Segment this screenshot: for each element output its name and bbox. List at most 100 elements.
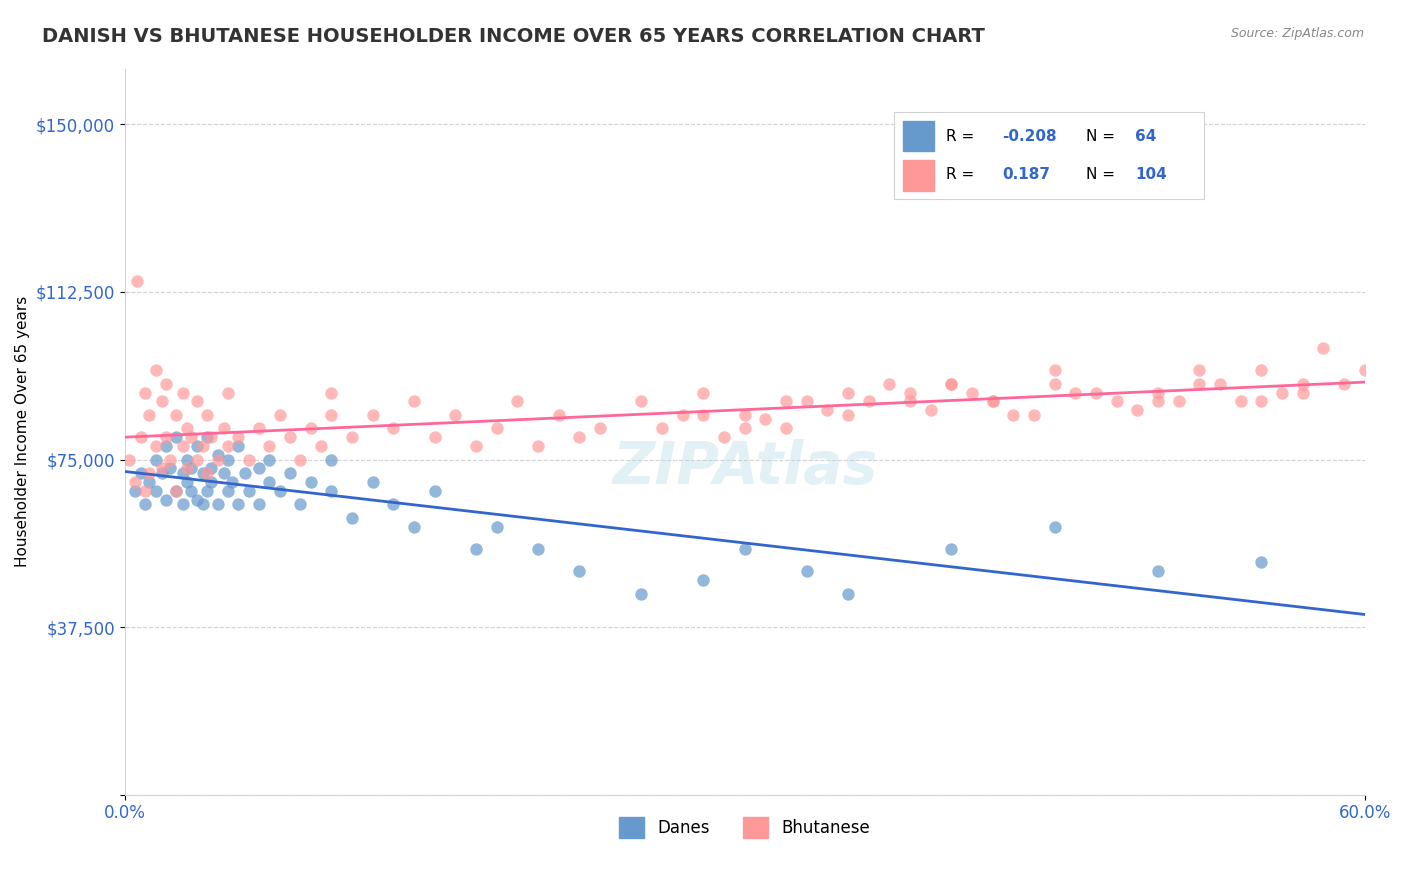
Point xyxy=(1167,394,1189,409)
Text: ZIPAtlas: ZIPAtlas xyxy=(612,440,877,497)
Point xyxy=(775,421,797,435)
Point xyxy=(145,483,167,498)
Point xyxy=(217,483,239,498)
Point xyxy=(124,483,146,498)
Point xyxy=(155,376,177,391)
Point xyxy=(138,408,160,422)
Point xyxy=(145,363,167,377)
Point xyxy=(269,483,291,498)
Point xyxy=(692,385,714,400)
Point xyxy=(186,452,208,467)
Point xyxy=(465,439,488,453)
Point xyxy=(713,430,735,444)
Point xyxy=(692,408,714,422)
Point xyxy=(247,421,270,435)
Point xyxy=(165,408,187,422)
Point xyxy=(858,394,880,409)
Point xyxy=(444,408,467,422)
Point xyxy=(159,461,181,475)
Point xyxy=(134,497,156,511)
Point xyxy=(269,408,291,422)
Point xyxy=(1354,363,1376,377)
Point xyxy=(207,452,229,467)
Legend: Danes, Bhutanese: Danes, Bhutanese xyxy=(613,811,877,845)
Point xyxy=(207,497,229,511)
Point xyxy=(155,439,177,453)
Point xyxy=(180,461,202,475)
Point xyxy=(138,466,160,480)
Y-axis label: Householder Income Over 65 years: Householder Income Over 65 years xyxy=(15,296,30,567)
Point xyxy=(200,461,222,475)
Point xyxy=(145,452,167,467)
Point xyxy=(165,483,187,498)
Point xyxy=(172,497,194,511)
Point xyxy=(527,541,550,556)
Point xyxy=(150,461,173,475)
Point xyxy=(290,497,312,511)
Point xyxy=(1085,385,1108,400)
Point xyxy=(382,421,405,435)
Point xyxy=(734,421,756,435)
Point xyxy=(200,430,222,444)
Point xyxy=(247,461,270,475)
Point xyxy=(1188,376,1211,391)
Point xyxy=(278,466,301,480)
Point xyxy=(193,466,215,480)
Point xyxy=(527,439,550,453)
Point xyxy=(238,452,260,467)
Point xyxy=(423,483,446,498)
Point xyxy=(981,394,1004,409)
Point xyxy=(195,430,218,444)
Point xyxy=(233,466,256,480)
Point xyxy=(195,408,218,422)
Point xyxy=(1043,363,1066,377)
Point xyxy=(212,421,235,435)
Point xyxy=(180,430,202,444)
Point xyxy=(259,439,281,453)
Point xyxy=(193,497,215,511)
Point xyxy=(247,497,270,511)
Point xyxy=(879,376,901,391)
Point xyxy=(1250,555,1272,569)
Point xyxy=(1230,394,1253,409)
Point xyxy=(165,483,187,498)
Point xyxy=(134,483,156,498)
Point xyxy=(129,430,152,444)
Point xyxy=(321,452,343,467)
Point xyxy=(815,403,838,417)
Point xyxy=(1292,376,1315,391)
Point xyxy=(309,439,332,453)
Point xyxy=(547,408,569,422)
Point xyxy=(217,385,239,400)
Point xyxy=(796,394,818,409)
Point xyxy=(138,475,160,489)
Point xyxy=(960,385,983,400)
Point xyxy=(941,541,963,556)
Point xyxy=(837,408,859,422)
Point xyxy=(176,475,198,489)
Point xyxy=(920,403,942,417)
Point xyxy=(981,394,1004,409)
Point xyxy=(165,430,187,444)
Point xyxy=(485,421,508,435)
Point xyxy=(1250,363,1272,377)
Point xyxy=(195,466,218,480)
Point xyxy=(1022,408,1045,422)
Point xyxy=(193,439,215,453)
Point xyxy=(221,475,243,489)
Point xyxy=(402,519,425,533)
Point xyxy=(180,483,202,498)
Point xyxy=(775,394,797,409)
Point xyxy=(1188,363,1211,377)
Point xyxy=(228,439,250,453)
Point xyxy=(734,408,756,422)
Point xyxy=(506,394,529,409)
Point xyxy=(145,439,167,453)
Point xyxy=(754,412,776,426)
Point xyxy=(186,492,208,507)
Point xyxy=(941,376,963,391)
Point xyxy=(361,408,384,422)
Point xyxy=(155,492,177,507)
Point xyxy=(155,430,177,444)
Point xyxy=(898,394,921,409)
